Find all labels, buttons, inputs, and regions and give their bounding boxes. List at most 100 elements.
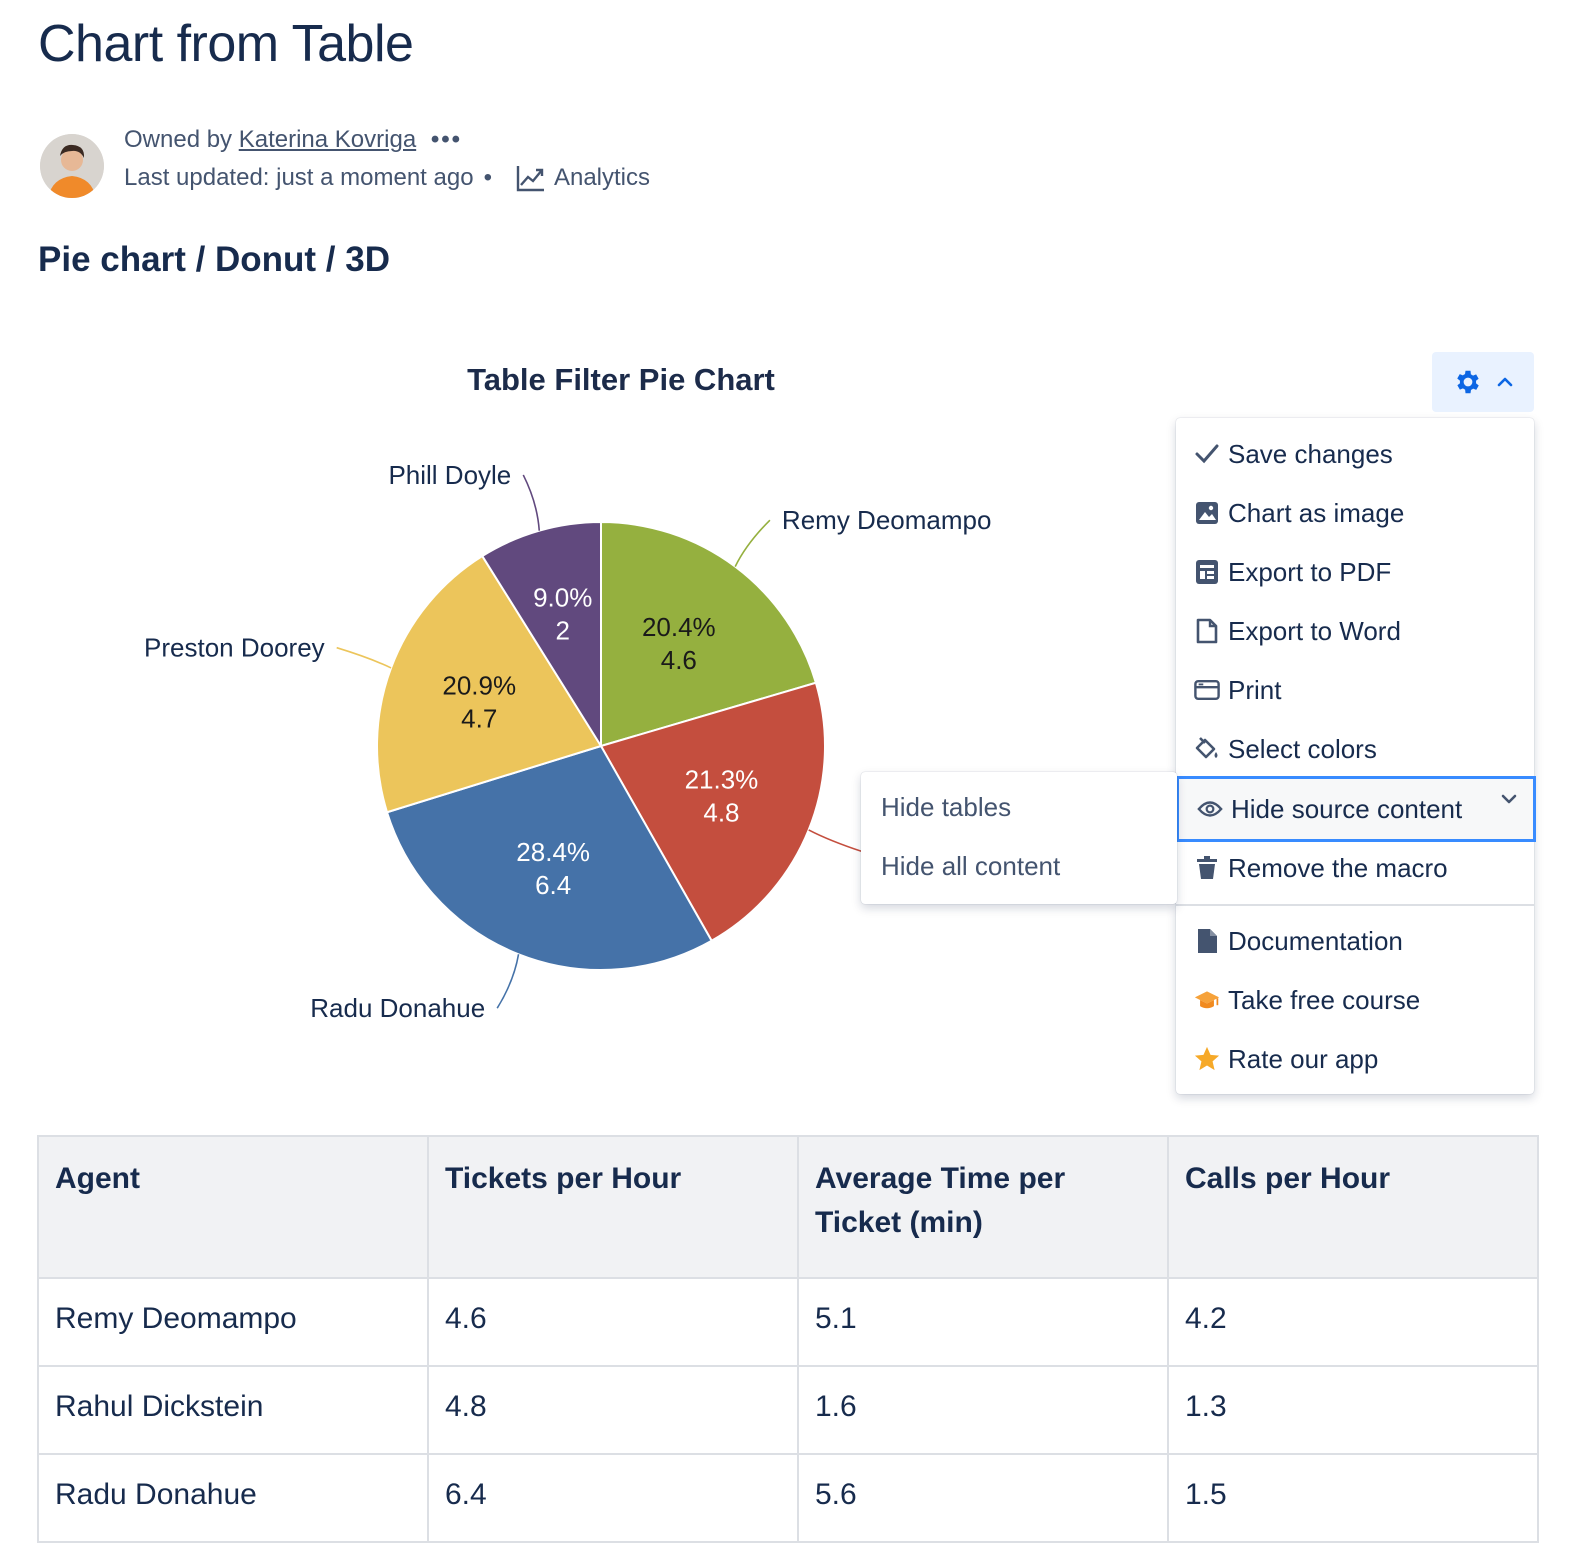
menu-item-label: Save changes [1228, 438, 1393, 469]
table-cell: 5.1 [797, 1277, 1169, 1367]
menu-item-label: Print [1228, 674, 1282, 705]
chart-title: Table Filter Pie Chart [467, 362, 775, 397]
menu-item-save-changes[interactable]: Save changes [1176, 426, 1534, 482]
pie-outer-label: Preston Doorey [144, 633, 325, 663]
pie-slice-percent-label: 9.0% [533, 583, 592, 613]
table-cell: Radu Donahue [37, 1453, 429, 1543]
paint-bucket-icon [1194, 736, 1220, 762]
menu-item-label: Chart as image [1228, 497, 1405, 528]
analytics-link[interactable]: Analytics [502, 164, 650, 192]
table-cell: Rahul Dickstein [37, 1365, 429, 1455]
meta-separator: • [483, 164, 492, 191]
pie-leader-line [522, 474, 541, 531]
more-actions-button[interactable]: ••• [430, 126, 463, 153]
menu-item-label: Take free course [1228, 984, 1421, 1015]
pie-outer-labels: Remy Deomampo Radu Donahue Preston Doorey P… [144, 460, 991, 1023]
menu-item-label: Remove the macro [1228, 852, 1448, 883]
pie-leader-line [808, 829, 863, 853]
pie-leader-line [336, 646, 392, 669]
table-row: Remy Deomampo 4.6 5.1 4.2 [37, 1277, 1539, 1367]
section-title: Pie chart / Donut / 3D [38, 240, 390, 279]
pie-slice[interactable] [385, 744, 714, 971]
pie-slice-value-label: 2 [555, 616, 569, 646]
star-icon [1194, 1046, 1220, 1072]
pie-slice[interactable] [480, 520, 602, 750]
pdf-icon [1194, 559, 1220, 585]
check-icon [1194, 441, 1220, 467]
table-cell: 1.6 [797, 1365, 1169, 1455]
table-header-cell[interactable]: Tickets per Hour [427, 1135, 799, 1279]
menu-divider [1176, 904, 1534, 906]
pie-slice-percent-label: 28.4% [516, 837, 590, 867]
table-cell: 4.2 [1167, 1277, 1539, 1367]
chevron-down-icon [1501, 794, 1517, 804]
pie-chart: Table Filter Pie Chart 20.4%4.621.3%4.82… [144, 362, 991, 1023]
page-title: Chart from Table [38, 15, 414, 73]
pie-leader-line [734, 519, 771, 567]
table-cell: 5.6 [797, 1453, 1169, 1543]
gear-icon [1457, 370, 1479, 394]
table-row: Radu Donahue 6.4 5.6 1.5 [37, 1453, 1539, 1543]
owner-line: Owned by Katerina Kovriga ••• [124, 126, 462, 154]
graduation-cap-icon [1194, 987, 1220, 1013]
pie-slice[interactable] [599, 681, 826, 943]
analytics-label: Analytics [553, 164, 651, 191]
menu-item-export-pdf[interactable]: Export to PDF [1176, 544, 1534, 600]
submenu-item-hide-tables[interactable]: Hide tables [881, 792, 1012, 822]
menu-item-label: Export to Word [1228, 615, 1401, 646]
menu-item-export-word[interactable]: Export to Word [1176, 603, 1534, 659]
table-cell: Remy Deomampo [37, 1277, 429, 1367]
menu-item-label: Hide source content [1231, 793, 1463, 824]
menu-item-label: Select colors [1228, 733, 1377, 764]
menu-item-rate-our-app[interactable]: Rate our app [1176, 1031, 1534, 1087]
table-cell: 1.3 [1167, 1365, 1539, 1455]
table-cell: 4.6 [427, 1277, 799, 1367]
table-cell: 1.5 [1167, 1453, 1539, 1543]
menu-item-hide-source-content[interactable]: Hide source content [1176, 776, 1536, 842]
menu-item-remove-macro[interactable]: Remove the macro [1176, 840, 1534, 896]
pie-outer-label: Phill Doyle [388, 460, 511, 490]
last-updated-text: Last updated: just a moment ago [124, 164, 474, 191]
table-header-row: Agent Tickets per Hour Average Time per … [37, 1135, 1539, 1279]
pie-slice-percent-label: 20.9% [442, 671, 516, 701]
table-cell: 4.8 [427, 1365, 799, 1455]
pie-outer-label: Remy Deomampo [782, 505, 992, 535]
trash-icon [1194, 855, 1220, 881]
analytics-icon [516, 166, 544, 192]
image-icon [1194, 500, 1220, 526]
table-header-cell[interactable]: Calls per Hour [1167, 1135, 1539, 1279]
hide-source-submenu: Hide tables Hide all content [861, 772, 1177, 904]
menu-item-take-free-course[interactable]: Take free course [1176, 972, 1534, 1028]
table-header-cell[interactable]: Agent [37, 1135, 429, 1279]
owned-by-label: Owned by [124, 126, 233, 153]
pie-slice[interactable] [600, 520, 818, 748]
pie-slice-value-label: 4.6 [661, 645, 697, 675]
document-icon [1194, 618, 1220, 644]
menu-item-print[interactable]: Print [1176, 662, 1534, 718]
pie-slice-labels: 20.4%4.6 21.3%4.8 28.4%6.4 20.9%4.7 9.0%2 [442, 583, 758, 900]
menu-item-label: Rate our app [1228, 1043, 1379, 1074]
chart-actions-menu: Save changes Chart as image Export to PD… [1176, 418, 1536, 1094]
menu-item-documentation[interactable]: Documentation [1176, 913, 1534, 969]
pie-leader-line [496, 954, 520, 1009]
updated-line: Last updated: just a moment ago • Analyt… [124, 164, 650, 192]
pie-slice-value-label: 4.7 [461, 704, 497, 734]
menu-item-chart-as-image[interactable]: Chart as image [1176, 485, 1534, 541]
chart-settings-button[interactable] [1432, 352, 1534, 412]
source-data-table: Agent Tickets per Hour Average Time per … [37, 1135, 1539, 1543]
table-cell: 6.4 [427, 1453, 799, 1543]
chevron-up-icon [1497, 377, 1513, 387]
pie-slice-percent-label: 21.3% [685, 765, 759, 795]
submenu-item-hide-all-content[interactable]: Hide all content [881, 851, 1061, 881]
menu-item-label: Documentation [1228, 925, 1403, 956]
table-row: Rahul Dickstein 4.8 1.6 1.3 [37, 1365, 1539, 1455]
menu-item-select-colors[interactable]: Select colors [1176, 721, 1534, 777]
table-header-cell[interactable]: Average Time per Ticket (min) [797, 1135, 1169, 1279]
pie-slice-percent-label: 20.4% [642, 612, 716, 642]
pie-slices [376, 520, 826, 971]
pie-leader-lines [336, 474, 863, 1009]
owner-link[interactable]: Katerina Kovriga [238, 126, 417, 153]
pie-slice-value-label: 4.8 [703, 798, 739, 828]
avatar[interactable] [40, 134, 104, 198]
pie-slice-value-label: 6.4 [535, 870, 571, 900]
